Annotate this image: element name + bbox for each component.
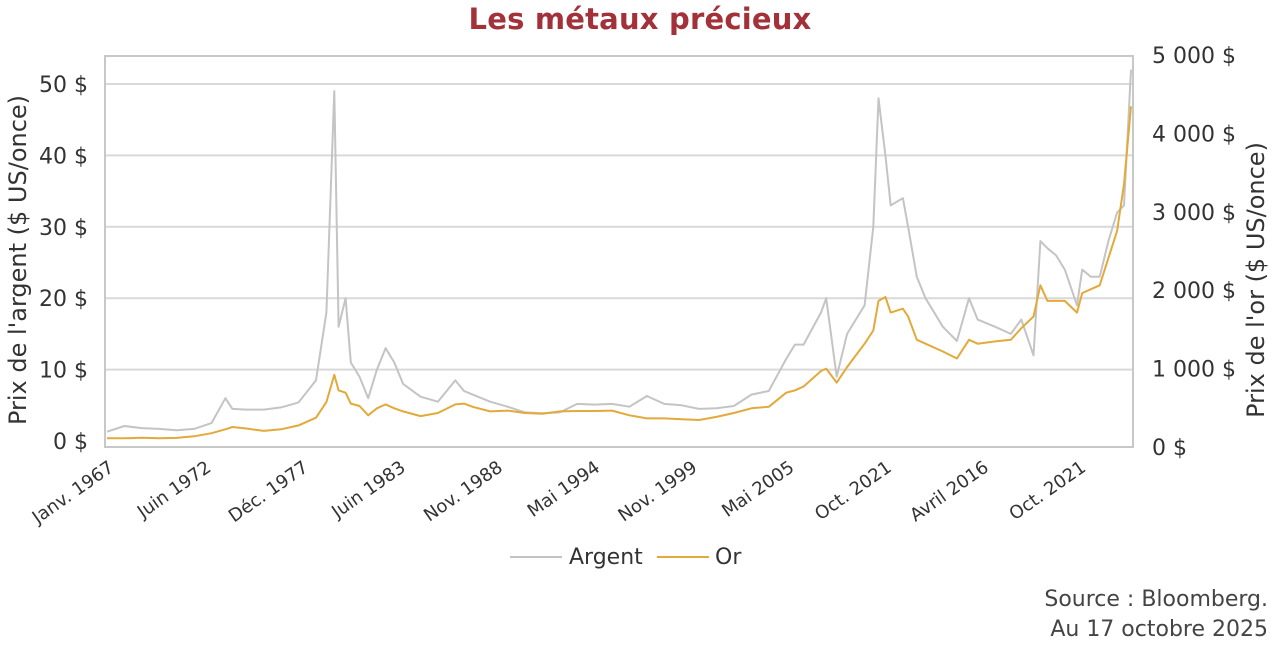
right-tick-label: 1 000 $ [1152, 358, 1236, 383]
left-tick-label: 40 $ [39, 144, 88, 169]
left-tick-label: 10 $ [39, 359, 88, 384]
x-tick-label: Janv. 1967 [28, 457, 118, 529]
right-tick-label: 2 000 $ [1152, 279, 1236, 304]
x-tick-label: Mai 2005 [718, 457, 798, 522]
legend: Argent Or [510, 545, 742, 570]
right-tick-label: 3 000 $ [1152, 201, 1236, 226]
series-line-argent [106, 69, 1132, 433]
x-tick-label: Oct. 2021 [1005, 457, 1089, 525]
x-tick-label: Juin 1972 [133, 457, 215, 523]
series-lines [106, 69, 1132, 440]
left-tick-label: 30 $ [39, 216, 88, 241]
x-tick-label: Nov. 1988 [420, 457, 507, 526]
gridlines [105, 83, 1133, 371]
source-note: Source : Bloomberg. Au 17 octobre 2025 [1044, 585, 1268, 645]
left-axis-title: Prix de l'argent ($ US/once) [4, 95, 32, 425]
as-of-date: Au 17 octobre 2025 [1050, 617, 1268, 642]
source-line: Source : Bloomberg. [1044, 587, 1268, 612]
legend-label-or: Or [715, 545, 742, 570]
right-tick-label: 4 000 $ [1152, 122, 1236, 147]
left-axis-ticks: 0 $ 10 $ 20 $ 30 $ 40 $ 50 $ [39, 73, 88, 455]
x-tick-label: Avril 2016 [906, 457, 992, 526]
plot-frame [104, 55, 1134, 448]
x-tick-label: Oct. 2021 [811, 457, 895, 525]
left-tick-label: 0 $ [53, 430, 88, 455]
chart-title: Les métaux précieux [468, 2, 812, 36]
right-tick-label: 5 000 $ [1152, 44, 1236, 69]
x-tick-label: Nov. 1999 [614, 457, 701, 526]
left-tick-label: 50 $ [39, 73, 88, 98]
right-axis-ticks: 0 $ 1 000 $ 2 000 $ 3 000 $ 4 000 $ 5 000 $ [1152, 44, 1236, 461]
right-axis-title: Prix de l'or ($ US/once) [1242, 142, 1270, 418]
right-tick-label: 0 $ [1152, 436, 1187, 461]
x-tick-label: Déc. 1977 [225, 457, 312, 527]
left-tick-label: 20 $ [39, 287, 88, 312]
legend-label-argent: Argent [569, 545, 643, 570]
series-line-or [107, 106, 1132, 440]
x-axis-ticks: Janv. 1967 Juin 1972 Déc. 1977 Juin 1983 Nov… [28, 457, 1090, 529]
x-tick-label: Juin 1983 [327, 457, 409, 523]
x-tick-label: Mai 1994 [524, 457, 604, 522]
